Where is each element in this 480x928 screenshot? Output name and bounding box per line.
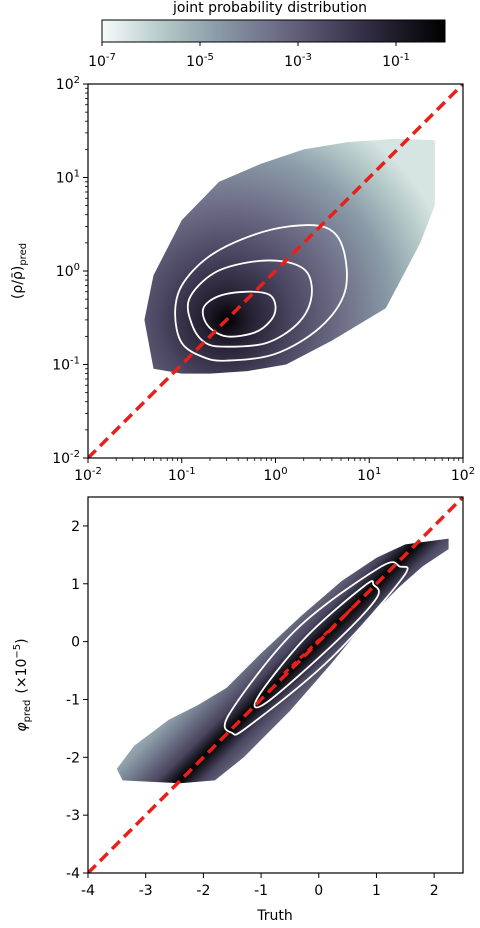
colorbar-tick-label: 10-1 [382,52,410,70]
potential-x-tick-label: -3 [139,883,153,899]
density-contour-line [174,224,348,362]
potential-x-tick-label: 1 [372,883,381,899]
density-x-tick-label: 102 [451,466,475,484]
density-y-label-sub: pred [18,243,29,266]
colorbar-tick-label: 10-7 [88,52,116,70]
potential-y-tick-label: 0 [71,635,80,651]
potential-y-tick-label: -4 [66,866,80,882]
potential-y-tick-label: 2 [71,519,80,535]
density-contour-line [201,290,277,338]
density-y-tick-label: 102 [56,75,80,93]
potential-x-ticks: -4 -3 -2 -1 0 1 2 [81,873,439,899]
density-y-tick-label: 101 [56,169,80,187]
identity-line [88,84,463,458]
density-x-tick-label: 101 [357,466,381,484]
density-y-ticks: 10-2 10-1 100 101 102 [52,75,88,467]
potential-y-label-close: ) [14,638,30,643]
potential-contour-line [253,580,380,709]
colorbar-bar [101,19,446,43]
potential-contours [223,561,409,736]
potential-contour-line [223,561,409,736]
potential-y-label-main: φ [14,722,30,732]
density-y-tick-label: 100 [56,262,80,280]
colorbar-ticks: 10-7 10-5 10-3 10-1 [88,42,410,70]
density-panel: 10-2 10-1 100 101 102 10-2 10-1 100 101 102 (ρ/ρ… [10,75,475,484]
colorbar-tick-label: 10-5 [186,52,214,70]
density-x-tick-label: 100 [263,466,287,484]
potential-y-tick-label: -2 [66,750,80,766]
potential-x-tick-label: -1 [254,883,268,899]
potential-y-label-unit: (×10 [14,659,30,694]
potential-y-label-exp: −5 [12,644,23,659]
potential-x-tick-label: 0 [314,883,323,899]
inner-dashed-line [283,605,355,675]
density-x-tick-label: 10-1 [168,466,196,484]
density-y-tick-label: 10-1 [52,356,80,374]
density-y-tick-label: 10-2 [52,449,80,467]
potential-x-label: Truth [256,908,293,924]
potential-y-ticks: -4 -3 -2 -1 0 1 2 [66,519,88,882]
density-x-tick-label: 10-2 [74,466,102,484]
density-x-ticks: 10-2 10-1 100 101 102 [74,458,475,484]
potential-panel: -4 -3 -2 -1 0 1 2 -4 -3 -2 -1 0 1 2 Truth φpred (×10−… [12,496,464,924]
density-y-label-main: (ρ/ρ̄) [10,266,26,299]
potential-axes-frame [87,496,464,874]
potential-y-tick-label: 1 [71,577,80,593]
potential-y-label-sub: pred [22,700,33,723]
potential-x-tick-label: -4 [81,883,95,899]
density-contour-line [186,259,313,348]
density-y-label: (ρ/ρ̄)pred [10,243,29,299]
potential-x-tick-label: -2 [196,883,210,899]
potential-y-tick-label: -1 [66,692,80,708]
potential-heatmap [116,538,449,784]
colorbar-tick-label: 10-3 [284,52,312,70]
colorbar: joint probability distribution 10-7 10-5 1… [88,0,446,70]
potential-x-tick-label: 2 [430,883,439,899]
colorbar-label: joint probability distribution [172,0,367,16]
potential-y-label: φpred (×10−5) [12,638,33,731]
identity-line-bottom [88,497,463,873]
potential-y-tick-label: -3 [66,808,80,824]
density-contours [174,224,348,362]
density-heatmap [144,138,435,374]
